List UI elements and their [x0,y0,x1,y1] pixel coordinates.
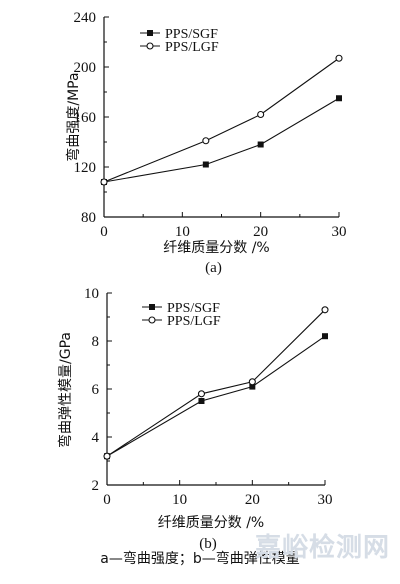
y-axis-label: 弯曲强度/MPa [65,72,82,161]
y-tick-label: 120 [74,160,97,176]
legend-marker-circle [146,42,154,50]
data-point-circle [197,390,206,398]
x-axis-label: 纤维质量分数 /% [158,515,264,531]
x-tick-label: 10 [175,224,190,240]
y-tick-label: 8 [92,334,100,350]
y-tick-label: 10 [84,286,99,302]
x-axis-label: 纤维质量分数 /% [163,240,269,256]
legend-marker-square [147,30,153,36]
legend-label: PPS/SGF [167,301,220,316]
x-tick-label: 30 [318,492,333,508]
x-tick-label: 30 [332,224,347,240]
data-point-circle [335,54,343,62]
figure-caption: a—弯曲强度；b—弯曲弹性模量 [100,551,300,567]
series-line [103,97,340,183]
series-line [103,57,340,183]
data-point-square [198,398,205,404]
panel-label: (b) [199,536,217,552]
y-tick-label: 6 [92,382,100,398]
data-point-circle [103,452,111,460]
legend-label: PPS/LGF [167,314,221,329]
data-point-circle [257,110,265,119]
x-tick-label: 10 [172,492,187,508]
legend-label: PPS/LGF [165,40,219,55]
y-axis-label: 弯曲弹性模量/GPa [57,332,74,448]
y-tick-label: 240 [74,10,97,26]
data-point-square [322,333,328,340]
y-tick-label: 200 [74,60,97,76]
y-tick-label: 2 [92,478,100,494]
x-tick-label: 0 [103,492,111,508]
data-point-square [257,141,264,148]
legend-label: PPS/SGF [165,27,218,42]
chart-b: 2 4 6 8 10 0 10 20 30 纤维质量分数 /% 弯曲弹性模量/GPa (b) PPS/S… [57,286,333,552]
data-point-circle [100,178,108,186]
y-tick-label: 80 [81,210,96,226]
data-point-square [202,161,209,168]
y-tick-label: 160 [74,110,97,126]
data-point-square [249,383,256,390]
data-point-circle [248,378,256,386]
panel-label: (a) [205,260,222,276]
x-tick-label: 0 [100,224,108,240]
series-line [106,309,326,457]
x-tick-label: 20 [253,224,268,240]
watermark: 嘉峪检测网 [254,533,390,563]
x-tick-label: 20 [245,492,260,508]
legend-marker-circle [148,316,156,324]
legend-marker-square [149,304,155,310]
data-point-circle [321,306,329,314]
series-line [106,335,326,457]
data-point-circle [202,137,210,145]
chart-a: 80 120 160 200 240 0 10 20 30 纤维质量分数 /% 弯曲强度/MPa (a… [65,10,347,276]
data-point-square [336,95,342,102]
y-tick-label: 4 [92,430,100,446]
